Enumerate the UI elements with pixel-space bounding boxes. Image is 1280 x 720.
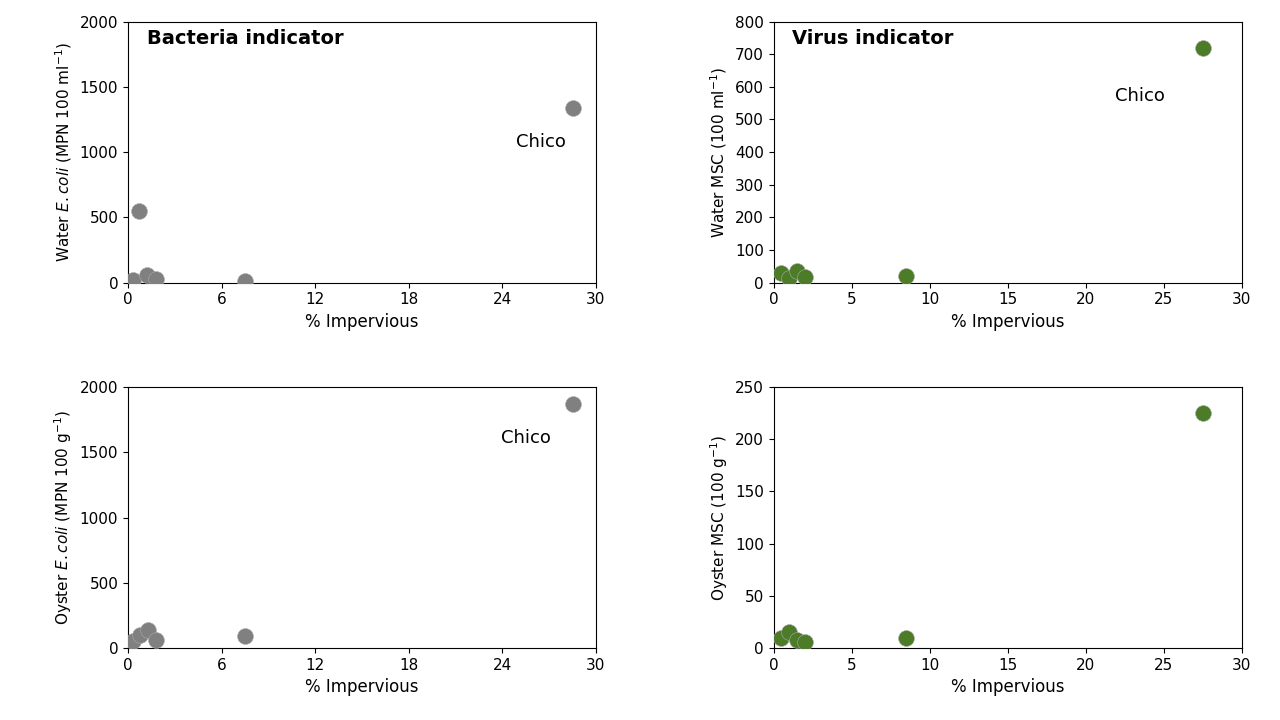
Y-axis label: Water $\it{E. coli}$ (MPN 100 ml$^{-1}$): Water $\it{E. coli}$ (MPN 100 ml$^{-1}$) — [54, 42, 74, 262]
Y-axis label: Oyster MSC (100 g$^{-1}$): Oyster MSC (100 g$^{-1}$) — [708, 434, 730, 600]
Point — [562, 398, 582, 410]
Point — [787, 634, 808, 645]
Point — [138, 624, 159, 636]
Point — [780, 626, 800, 638]
Point — [896, 270, 916, 282]
X-axis label: % Impervious: % Impervious — [951, 678, 1065, 696]
Point — [234, 276, 255, 287]
X-axis label: % Impervious: % Impervious — [951, 313, 1065, 331]
Point — [123, 636, 143, 647]
Point — [780, 272, 800, 284]
Point — [896, 632, 916, 644]
Point — [795, 636, 815, 647]
Point — [795, 271, 815, 282]
Text: Chico: Chico — [516, 132, 566, 150]
Point — [772, 632, 792, 644]
Point — [123, 274, 143, 286]
Point — [772, 268, 792, 279]
Text: Chico: Chico — [500, 428, 550, 446]
Point — [562, 102, 582, 114]
Point — [131, 629, 151, 641]
X-axis label: % Impervious: % Impervious — [305, 678, 419, 696]
Point — [137, 269, 157, 281]
Point — [1193, 408, 1213, 419]
X-axis label: % Impervious: % Impervious — [305, 313, 419, 331]
Y-axis label: Water MSC (100 ml$^{-1}$): Water MSC (100 ml$^{-1}$) — [709, 66, 730, 238]
Point — [146, 273, 166, 284]
Y-axis label: Oyster $\it{E. coli}$ (MPN 100 g$^{-1}$): Oyster $\it{E. coli}$ (MPN 100 g$^{-1}$) — [52, 410, 74, 625]
Point — [146, 634, 166, 646]
Point — [787, 266, 808, 277]
Point — [234, 631, 255, 642]
Point — [1193, 42, 1213, 53]
Text: Bacteria indicator: Bacteria indicator — [147, 30, 343, 48]
Text: Virus indicator: Virus indicator — [792, 30, 954, 48]
Point — [129, 206, 150, 217]
Text: Chico: Chico — [1115, 87, 1165, 105]
